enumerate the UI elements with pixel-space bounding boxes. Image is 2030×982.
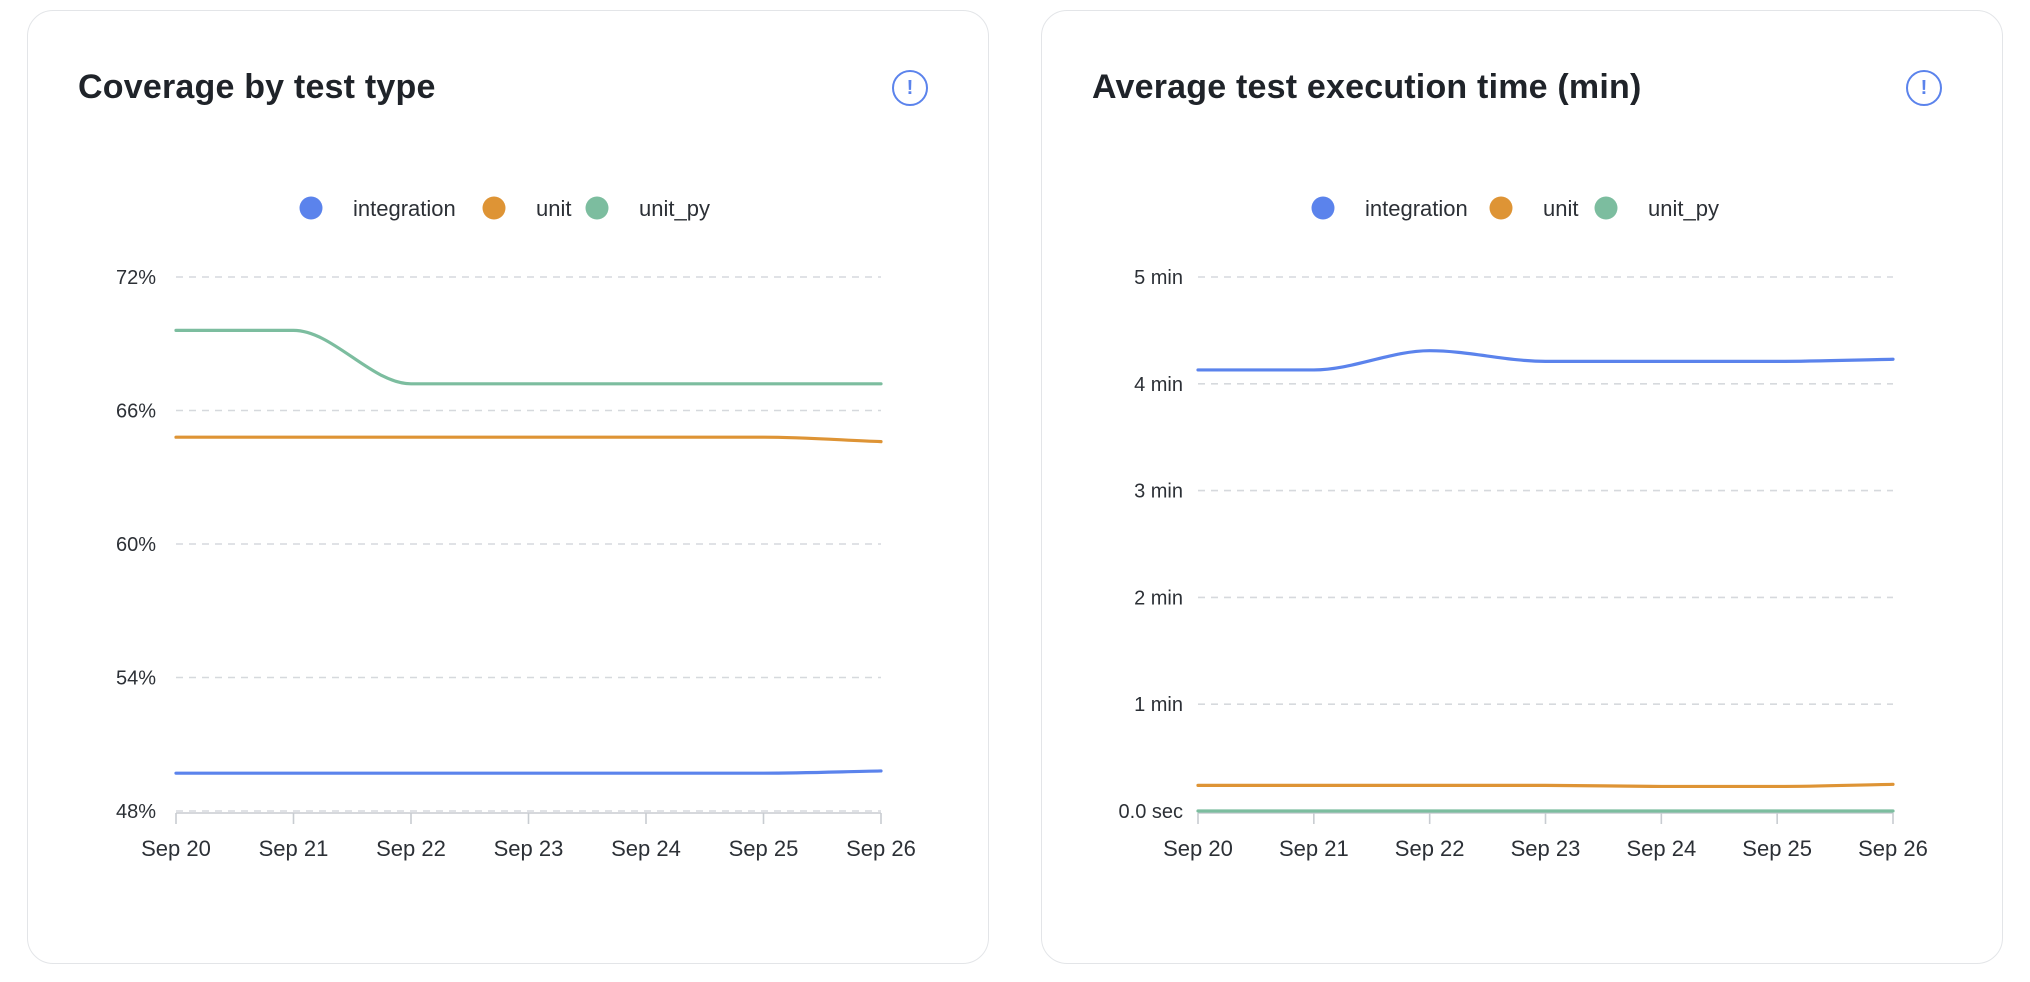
legend-label-unit_py: unit_py <box>1648 196 1719 221</box>
y-tick-label: 72% <box>116 267 156 289</box>
legend-label-unit: unit <box>536 196 571 221</box>
legend-swatch-integration <box>1311 196 1335 220</box>
x-tick-label: Sep 20 <box>1163 836 1233 861</box>
y-grid: 48% 54% 60% 66% 72% <box>116 267 881 823</box>
y-grid: 0.0 sec 1 min 2 min 3 min 4 min 5 min <box>1119 267 1893 823</box>
legend-label-integration: integration <box>353 196 456 221</box>
legend-swatch-unit <box>1489 196 1513 220</box>
info-icon[interactable]: ! <box>892 70 928 106</box>
coverage-card: Coverage by test type ! integration unit u… <box>27 10 989 964</box>
info-icon[interactable]: ! <box>1906 70 1942 106</box>
execution-time-card: Average test execution time (min) ! inte… <box>1041 10 2003 964</box>
x-tick-label: Sep 25 <box>1742 836 1812 861</box>
x-axis: Sep 20 Sep 21 Sep 22 Sep 23 Sep 24 Sep 25 Sep … <box>141 812 916 861</box>
x-tick-label: Sep 22 <box>376 836 446 861</box>
x-tick-label: Sep 20 <box>141 836 211 861</box>
legend-label-unit_py: unit_py <box>639 196 710 221</box>
legend-label-integration: integration <box>1365 196 1468 221</box>
y-tick-label: 0.0 sec <box>1119 801 1183 823</box>
x-axis: Sep 20 Sep 21 Sep 22 Sep 23 Sep 24 Sep 25 Sep … <box>1163 812 1928 861</box>
legend-item-unit[interactable]: unit <box>1489 196 1579 221</box>
coverage-line-chart: integration unit unit_py 48% 54% 60% 66% 72% Sep… <box>116 196 916 861</box>
x-tick-label: Sep 23 <box>494 836 564 861</box>
y-tick-label: 48% <box>116 801 156 823</box>
legend-swatch-integration <box>299 196 323 220</box>
x-tick-label: Sep 24 <box>1626 836 1696 861</box>
legend-swatch-unit_py <box>585 196 609 220</box>
legend-swatch-unit_py <box>1594 196 1618 220</box>
y-tick-label: 2 min <box>1134 587 1183 609</box>
x-tick-label: Sep 21 <box>1279 836 1349 861</box>
x-tick-label: Sep 25 <box>729 836 799 861</box>
series-line-unit[interactable] <box>1196 782 1895 789</box>
y-tick-label: 66% <box>116 401 156 423</box>
y-tick-label: 54% <box>116 668 156 690</box>
legend-item-unit_py[interactable]: unit_py <box>1594 196 1719 221</box>
y-tick-label: 1 min <box>1134 694 1183 716</box>
legend-label-unit: unit <box>1543 196 1578 221</box>
x-tick-label: Sep 26 <box>1858 836 1928 861</box>
series-line-unit_py[interactable] <box>174 328 883 386</box>
y-tick-label: 4 min <box>1134 374 1183 396</box>
x-tick-label: Sep 23 <box>1511 836 1581 861</box>
card-title: Coverage by test type <box>78 68 436 106</box>
series-line-integration[interactable] <box>1196 349 1895 372</box>
series-line-unit[interactable] <box>174 435 883 444</box>
chart-legend: integration unit unit_py <box>1311 196 1719 221</box>
y-tick-label: 3 min <box>1134 481 1183 503</box>
y-tick-label: 60% <box>116 534 156 556</box>
x-tick-label: Sep 21 <box>259 836 329 861</box>
legend-item-unit[interactable]: unit <box>482 196 572 221</box>
legend-item-integration[interactable]: integration <box>299 196 456 221</box>
chart-legend: integration unit unit_py <box>299 196 710 221</box>
series-lines <box>174 328 883 775</box>
series-line-integration[interactable] <box>174 769 883 775</box>
series-lines <box>1196 349 1895 813</box>
card-title: Average test execution time (min) <box>1092 68 1642 106</box>
x-tick-label: Sep 22 <box>1395 836 1465 861</box>
legend-item-integration[interactable]: integration <box>1311 196 1468 221</box>
y-tick-label: 5 min <box>1134 267 1183 289</box>
x-tick-label: Sep 24 <box>611 836 681 861</box>
legend-item-unit_py[interactable]: unit_py <box>585 196 710 221</box>
x-tick-label: Sep 26 <box>846 836 916 861</box>
execution-time-line-chart: integration unit unit_py 0.0 sec 1 min 2 min 3… <box>1119 196 1928 861</box>
legend-swatch-unit <box>482 196 506 220</box>
